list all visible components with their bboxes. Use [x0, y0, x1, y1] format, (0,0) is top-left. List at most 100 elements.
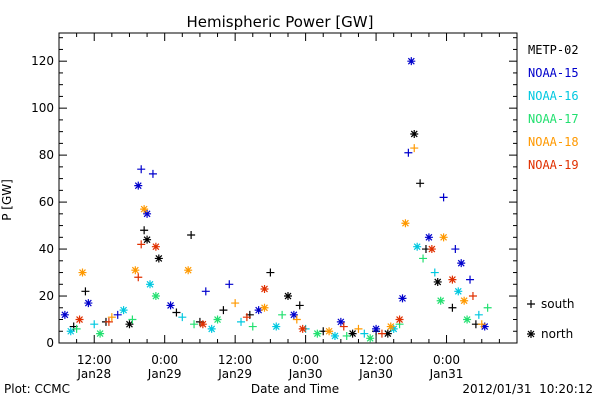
- north-marker: [454, 287, 463, 296]
- south-marker: [242, 313, 251, 322]
- south-marker: [474, 310, 483, 319]
- south-marker: [104, 317, 113, 326]
- south-marker: [468, 292, 477, 301]
- plot-credit: Plot: CCMC: [4, 382, 70, 396]
- north-marker: [298, 324, 307, 333]
- north-marker: [143, 235, 152, 244]
- north-marker: [433, 277, 442, 286]
- y-tick-label: 40: [39, 242, 54, 256]
- south-marker: [148, 169, 157, 178]
- south-marker: [419, 254, 428, 263]
- south-marker: [477, 320, 486, 329]
- north-marker: [289, 310, 298, 319]
- south-marker: [90, 320, 99, 329]
- south-marker: [113, 310, 122, 319]
- south-marker: [466, 275, 475, 284]
- marker-legend-north: north: [541, 327, 573, 341]
- south-marker: [354, 324, 363, 333]
- south-marker: [451, 245, 460, 254]
- south-marker: [128, 315, 137, 324]
- x-tick-date-label: Jan30: [358, 367, 393, 381]
- north-marker: [66, 327, 75, 336]
- x-tick-date-label: Jan30: [288, 367, 323, 381]
- north-marker: [313, 329, 322, 338]
- south-marker: [527, 300, 535, 308]
- y-tick-label: 80: [39, 148, 54, 162]
- y-tick-label: 120: [31, 54, 54, 68]
- south-marker: [81, 287, 90, 296]
- legend-entry-noaa-15: NOAA-15: [528, 66, 579, 80]
- south-marker: [416, 179, 425, 188]
- north-marker: [325, 327, 334, 336]
- south-marker: [107, 313, 116, 322]
- south-marker: [201, 287, 210, 296]
- north-marker: [272, 322, 281, 331]
- marker-legend-south: south: [541, 297, 575, 311]
- north-marker: [427, 245, 436, 254]
- north-marker: [207, 324, 216, 333]
- south-marker: [137, 240, 146, 249]
- legend: METP-02 NOAA-15 NOAA-16 NOAA-17 NOAA-18 NOAA-…: [528, 43, 579, 172]
- north-marker: [372, 324, 381, 333]
- north-marker: [140, 205, 149, 214]
- south-marker: [430, 268, 439, 277]
- legend-entry-noaa-17: NOAA-17: [528, 112, 579, 126]
- chart-title: Hemispheric Power [GW]: [187, 13, 374, 31]
- south-marker: [404, 148, 413, 157]
- x-tick-time-label: 12:00: [218, 353, 253, 367]
- x-tick-time-label: 0:00: [433, 353, 460, 367]
- north-marker: [151, 292, 160, 301]
- south-marker: [295, 301, 304, 310]
- south-marker: [178, 313, 187, 322]
- north-marker: [284, 292, 292, 301]
- north-marker: [457, 259, 466, 268]
- north-marker: [480, 322, 489, 331]
- north-marker: [330, 331, 339, 340]
- north-marker: [348, 329, 357, 338]
- south-marker: [339, 322, 348, 331]
- north-marker: [78, 268, 87, 277]
- legend-entry-noaa-18: NOAA-18: [528, 135, 579, 149]
- north-marker: [143, 209, 152, 218]
- north-marker: [395, 315, 404, 324]
- south-marker: [187, 230, 196, 239]
- north-marker: [260, 284, 269, 293]
- south-marker: [360, 329, 369, 338]
- south-marker: [410, 144, 419, 153]
- y-axis: 0 20 40 60 80 100 120: [31, 37, 517, 350]
- south-marker: [483, 303, 492, 312]
- south-marker: [248, 322, 257, 331]
- north-marker: [463, 315, 472, 324]
- y-tick-label: 20: [39, 289, 54, 303]
- north-marker: [131, 266, 140, 275]
- north-marker: [436, 296, 445, 305]
- north-marker: [410, 129, 419, 138]
- x-tick-time-label: 12:00: [359, 353, 394, 367]
- north-marker: [166, 301, 175, 310]
- marker-legend: south north: [527, 297, 575, 341]
- north-marker: [336, 317, 345, 326]
- series-noaa-18: [78, 144, 486, 336]
- north-marker: [386, 322, 395, 331]
- south-marker: [231, 299, 240, 308]
- north-marker: [119, 306, 128, 315]
- north-marker: [213, 315, 222, 324]
- data-markers: [60, 57, 492, 343]
- south-marker: [219, 306, 228, 315]
- north-marker: [398, 294, 407, 303]
- south-marker: [172, 308, 181, 317]
- north-marker: [134, 181, 143, 190]
- north-marker: [366, 334, 375, 343]
- x-tick-date-label: Jan28: [76, 367, 111, 381]
- north-marker: [413, 242, 422, 251]
- south-marker: [190, 320, 199, 329]
- south-marker: [448, 303, 457, 312]
- x-tick-time-label: 0:00: [151, 353, 178, 367]
- north-marker: [254, 306, 263, 315]
- north-marker: [96, 329, 105, 338]
- north-marker: [460, 296, 469, 305]
- north-marker: [125, 320, 134, 329]
- north-marker: [383, 329, 392, 338]
- legend-entry-metp-02: METP-02: [528, 43, 579, 57]
- y-tick-label: 100: [31, 101, 54, 115]
